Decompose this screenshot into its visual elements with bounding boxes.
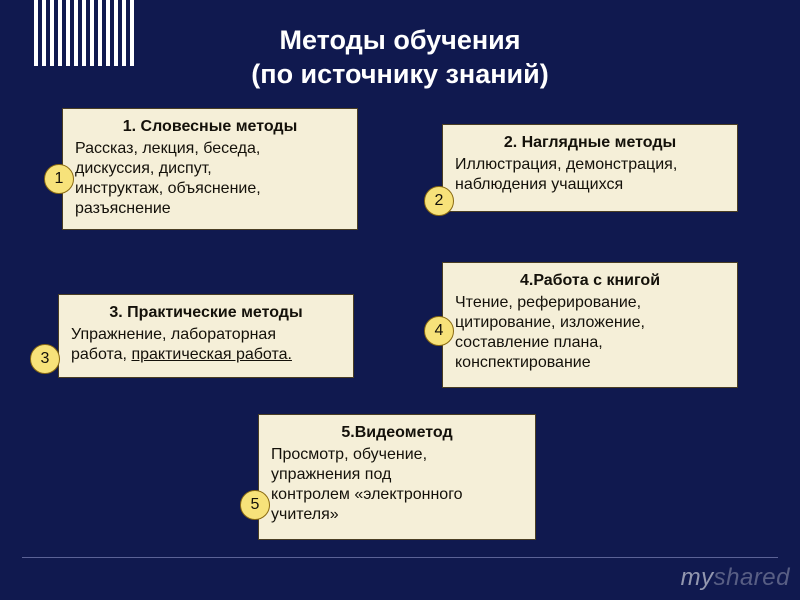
method-box-practical: 3. Практические методы Упражнение, лабор… [58,294,354,378]
number-badge: 1 [44,164,74,194]
method-box-title: 4.Работа с книгой [455,271,725,291]
method-box-title: 2. Наглядные методы [455,133,725,153]
method-box-title: 1. Словесные методы [75,117,345,137]
number-badge: 2 [424,186,454,216]
method-box-title: 3. Практические методы [71,303,341,323]
method-box-desc: Чтение, реферирование, цитирование, изло… [455,293,725,373]
number-badge: 4 [424,316,454,346]
slide: Методы обучения (по источнику знаний) 1.… [0,0,800,600]
divider-line [22,557,778,558]
method-box-verbal: 1. Словесные методы Рассказ, лекция, бес… [62,108,358,230]
watermark: myshared [681,564,790,592]
method-box-video: 5.Видеометод Просмотр, обучение, упражне… [258,414,536,540]
method-box-visual: 2. Наглядные методы Иллюстрация, демонст… [442,124,738,212]
method-box-title: 5.Видеометод [271,423,523,443]
watermark-rest: shared [714,564,790,591]
slide-title: Методы обучения (по источнику знаний) [0,24,800,92]
method-box-desc: Рассказ, лекция, беседа, дискуссия, дисп… [75,139,345,219]
method-box-book: 4.Работа с книгой Чтение, реферирование,… [442,262,738,388]
method-box-desc: Упражнение, лабораторная работа, практич… [71,325,341,365]
method-box-desc: Иллюстрация, демонстрация, наблюдения уч… [455,155,725,195]
number-badge: 3 [30,344,60,374]
method-box-desc: Просмотр, обучение, упражнения под контр… [271,445,523,525]
number-badge: 5 [240,490,270,520]
watermark-prefix: my [681,564,714,591]
